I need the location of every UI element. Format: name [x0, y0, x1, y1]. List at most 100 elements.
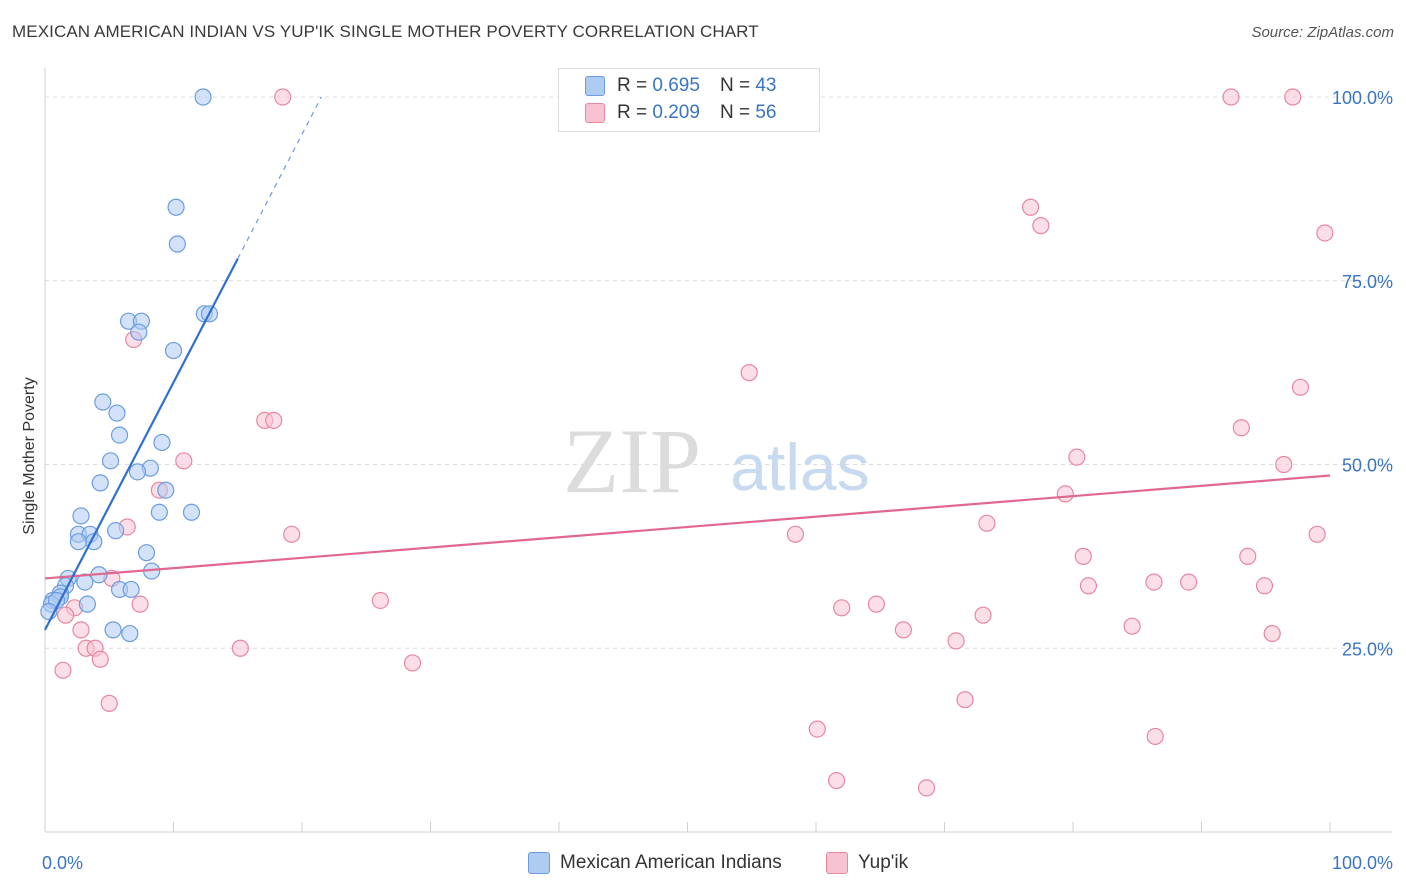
stats-legend: R = 0.695 N = 43 R = 0.209 N = 56 [558, 68, 820, 132]
data-point [56, 606, 75, 624]
grid-lines [45, 96, 1392, 649]
data-point [168, 235, 186, 253]
legend-n-value: 56 [755, 102, 777, 123]
data-point [1123, 617, 1141, 635]
watermark-zip: ZIP [563, 410, 701, 512]
legend-r-value: 0.209 [652, 102, 700, 123]
trend-line-yupik [44, 474, 1331, 580]
data-point [54, 661, 72, 679]
data-point [1263, 624, 1281, 643]
data-point [72, 507, 90, 525]
y-tick-label: 50.0% [1342, 456, 1393, 476]
data-point [194, 88, 212, 106]
data-point [1145, 573, 1163, 591]
data-point [265, 411, 283, 429]
data-point [72, 621, 90, 639]
data-point [1056, 485, 1074, 503]
data-point [91, 650, 109, 668]
data-point [1032, 217, 1050, 235]
series-legend: Mexican American Indians Yup'ik [0, 852, 1406, 878]
data-point [1146, 727, 1164, 746]
data-point [182, 503, 201, 521]
data-point [69, 533, 88, 551]
data-point [1232, 419, 1250, 437]
data-point [1222, 88, 1240, 106]
legend-item-yupik[interactable]: Yup'ik [826, 852, 908, 874]
data-point [956, 691, 974, 709]
data-point [131, 595, 149, 613]
legend-label: Mexican American Indians [560, 852, 782, 873]
legend-row-yupik: R = 0.209 N = 56 [585, 102, 776, 124]
legend-swatch-blue [528, 852, 550, 874]
legend-swatch-pink [585, 103, 605, 123]
data-point [786, 525, 805, 543]
source-label: Source: ZipAtlas.com [1251, 24, 1394, 41]
data-point [1079, 577, 1098, 595]
x-tick-label: 0.0% [42, 853, 83, 873]
legend-swatch-pink [826, 852, 848, 874]
data-point [947, 632, 965, 650]
data-point [917, 779, 936, 797]
trend-line-extension [237, 96, 322, 259]
data-point [1316, 224, 1334, 242]
data-point [157, 481, 175, 499]
data-point [101, 452, 120, 470]
data-point [978, 514, 996, 532]
data-point [122, 580, 140, 599]
chart-title: MEXICAN AMERICAN INDIAN VS YUP'IK SINGLE… [12, 22, 759, 41]
legend-label: Yup'ik [858, 852, 909, 873]
data-point [1291, 378, 1310, 396]
y-tick-label: 100.0% [1332, 88, 1393, 108]
data-point [283, 525, 301, 543]
data-point [1255, 577, 1274, 595]
data-point [78, 595, 97, 613]
data-point [808, 720, 826, 738]
watermark: ZIP atlas [563, 410, 870, 512]
data-point [1275, 455, 1293, 474]
tick-labels: 25.0% 50.0% 75.0% 100.0% 0.0% 100.0% [42, 88, 1393, 873]
data-point [167, 198, 185, 216]
data-point [274, 88, 292, 106]
data-point [1021, 198, 1040, 216]
data-point [740, 364, 758, 382]
data-point [137, 544, 156, 562]
trend-line-mexican-american-indians [44, 258, 239, 631]
data-point [107, 522, 125, 540]
data-point [130, 323, 148, 341]
x-tick-label: 100.0% [1332, 853, 1393, 873]
legend-r-label: R = [617, 102, 648, 123]
data-point [164, 341, 183, 360]
y-tick-label: 25.0% [1342, 639, 1393, 659]
data-point [110, 426, 129, 444]
data-point [104, 621, 122, 639]
data-point [128, 463, 147, 481]
legend-row-mexican-american-indians: R = 0.695 N = 43 [585, 75, 776, 97]
data-point [974, 606, 992, 624]
data-point [153, 433, 171, 452]
data-point [833, 599, 851, 617]
data-point [371, 591, 389, 610]
trend-lines [44, 96, 1331, 631]
data-point [1308, 525, 1326, 543]
data-point [1239, 547, 1257, 565]
legend-item-mexican-american-indians[interactable]: Mexican American Indians [528, 852, 782, 874]
data-point [76, 573, 94, 591]
legend-n-value: 43 [755, 75, 777, 96]
data-point [231, 639, 249, 657]
data-point [867, 595, 885, 613]
data-point [1068, 448, 1086, 466]
legend-n-label: N = [719, 75, 751, 96]
axes [44, 68, 1392, 833]
y-tick-label: 75.0% [1342, 272, 1393, 292]
data-point [175, 452, 193, 470]
legend-swatch-blue [585, 76, 605, 96]
data-point [894, 621, 912, 639]
data-point [100, 694, 118, 712]
data-point [108, 404, 126, 422]
data-point [1180, 573, 1198, 591]
data-point [94, 393, 112, 411]
data-point [1074, 547, 1092, 565]
legend-r-value: 0.695 [652, 75, 700, 96]
data-point [121, 624, 139, 643]
